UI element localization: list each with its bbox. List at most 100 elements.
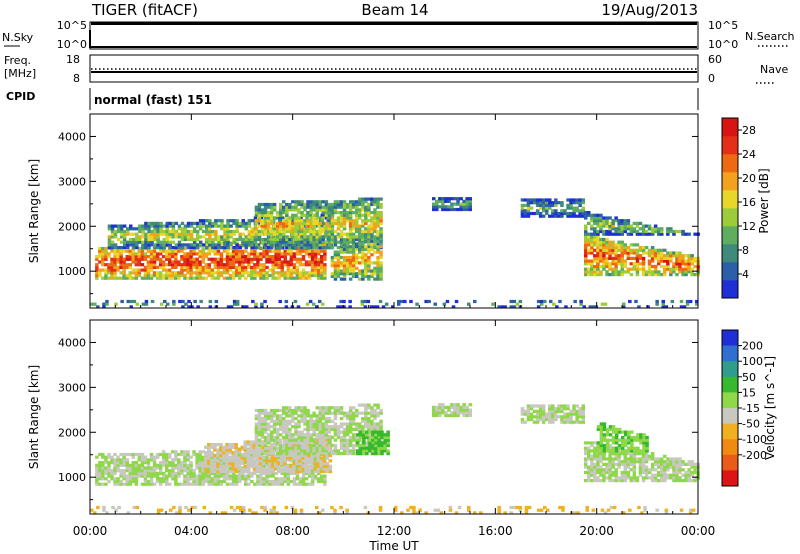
echo-cell [240,467,244,471]
echo-cell [222,471,227,475]
echo-cell [195,235,200,239]
echo-cell [128,255,132,259]
echo-cell [101,268,105,272]
echo-cell [368,446,372,450]
echo-cell [424,299,428,304]
echo-cell [322,459,327,463]
echo-cell [147,232,151,236]
echo-cell [355,211,359,215]
echo-cell [330,274,335,278]
echo-cell [368,441,372,445]
echo-cell [292,453,296,457]
echo-cell [299,232,303,236]
echo-cell [98,477,102,481]
echo-cell [177,235,182,239]
echo-cell [165,482,169,486]
echo-cell [237,450,242,454]
echo-cell [459,408,463,412]
echo-cell [146,474,151,478]
echo-cell [345,449,350,453]
echo-cell [213,471,218,475]
echo-cell [376,452,380,456]
echo-cell [243,440,247,444]
echo-cell [545,201,549,205]
echo-cell [623,248,627,252]
echo-cell [250,246,255,250]
echo-cell [666,267,670,271]
echo-cell [267,461,272,466]
echo-cell [252,470,257,474]
echo-cell [204,467,208,471]
echo-cell [119,260,123,264]
echo-cell [355,245,359,249]
echo-cell [339,422,344,426]
echo-cell [219,474,224,478]
echo-cell [283,459,287,463]
echo-cell [149,257,154,261]
echo-cell [339,211,344,215]
echo-cell [174,221,179,225]
echo-cell [377,446,381,450]
echo-cell [596,246,600,250]
echo-cell [267,451,272,455]
echo-cell [286,470,290,474]
echo-cell [370,272,374,276]
echo-cell [339,305,343,309]
echo-cell [119,474,123,478]
echo-cell [181,299,185,304]
echo-cell [263,229,268,234]
echo-cell [327,446,332,450]
echo-cell [351,443,356,448]
echo-cell [356,449,360,453]
echo-cell [377,441,381,445]
echo-cell [374,435,378,440]
colorbar-tick-label: 20 [742,172,756,185]
echo-cell [263,417,268,421]
echo-cell [626,270,631,274]
echo-cell [361,425,365,429]
echo-cell [122,229,127,234]
echo-cell [339,235,344,239]
echo-cell [244,240,248,244]
echo-cell [441,207,445,212]
echo-cell [260,202,265,207]
echo-cell [250,474,254,478]
echo-cell [110,265,114,269]
echo-cell [152,463,157,467]
echo-cell [602,267,606,271]
echo-cell [141,246,145,250]
echo-cell [291,221,295,225]
echo-cell [244,257,248,261]
echo-cell [272,430,277,434]
echo-cell [180,227,185,231]
echo-cell [336,219,341,223]
echo-cell [355,221,359,225]
echo-cell [596,240,600,244]
echo-cell [535,211,540,216]
echo-cell [143,461,148,465]
echo-cell [614,216,618,220]
echo-cell [269,208,274,212]
echo-cell [520,214,525,218]
echo-cell [291,435,295,440]
echo-cell [198,455,202,459]
echo-cell [287,235,291,239]
echo-cell [150,240,154,244]
echo-cell [252,448,257,452]
echo-cell [241,252,245,256]
echo-cell [168,224,172,228]
echo-cell [320,263,324,267]
echo-cell [318,227,322,231]
echo-cell [268,255,272,259]
echo-cell [249,451,254,455]
echo-cell [383,446,387,450]
echo-cell [450,205,454,209]
echo-cell [153,237,157,242]
colorbar-segment [722,172,738,191]
echo-cell [321,414,325,418]
echo-cell [186,237,191,242]
echo-cell [107,227,112,231]
echo-cell [303,208,307,212]
echo-cell [282,417,286,421]
echo-cell [268,474,272,478]
